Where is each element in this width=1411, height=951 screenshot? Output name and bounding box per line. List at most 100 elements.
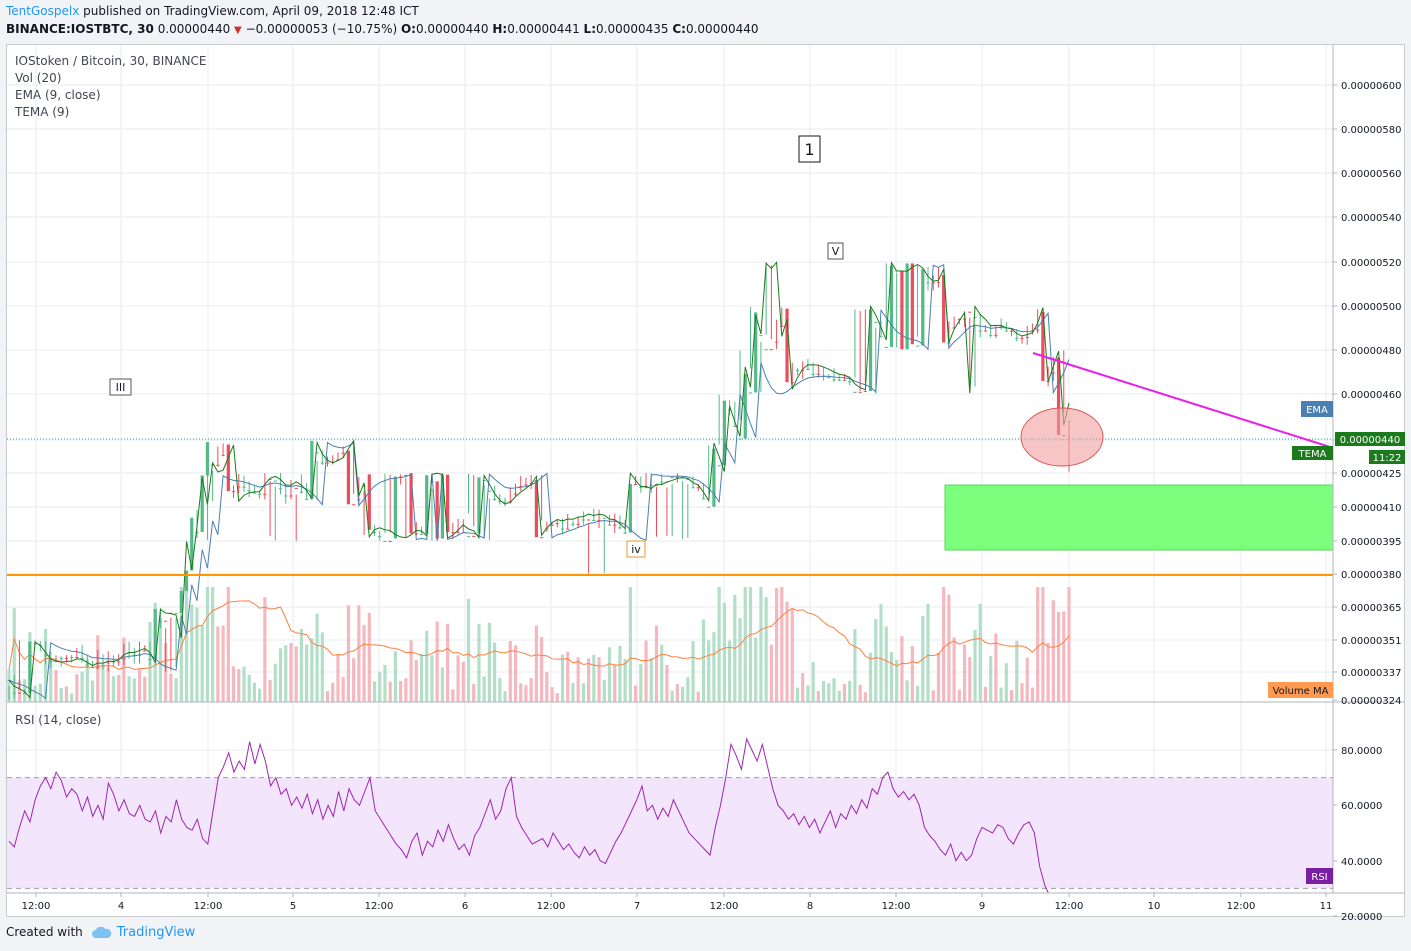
candle-body — [785, 308, 789, 383]
candle-body — [487, 490, 491, 492]
volume-bar — [774, 587, 779, 702]
volume-bar — [790, 609, 794, 702]
volume-bar — [383, 664, 387, 702]
volume-bar — [346, 605, 351, 702]
candle-body — [879, 336, 883, 338]
candle-body — [936, 281, 941, 283]
candle-body — [519, 486, 523, 488]
close-label: C: — [672, 22, 686, 36]
volume-bar — [195, 607, 199, 702]
candle-body — [759, 335, 763, 337]
volume-bar — [404, 678, 408, 702]
candle-body — [978, 330, 982, 332]
candle-body — [43, 655, 48, 657]
y-tick-label: 0.00000480 — [1341, 346, 1401, 357]
volume-bar — [409, 640, 413, 702]
volume-bar — [576, 657, 580, 702]
candle-body — [341, 452, 345, 454]
volume-bar — [983, 686, 988, 702]
candle-body — [273, 480, 277, 482]
volume-bar — [158, 618, 163, 702]
y-tick-label: 0.00000380 — [1341, 570, 1401, 581]
volume-bar — [587, 658, 591, 702]
candle-body — [576, 523, 580, 525]
tradingview-logo[interactable]: TradingView — [116, 925, 196, 940]
candle-body — [837, 379, 841, 381]
candle-body — [451, 532, 455, 534]
volume-bar — [696, 691, 700, 702]
candle-body — [456, 531, 460, 533]
candle-body — [367, 474, 371, 530]
legend-rsi: RSI (14, close) — [15, 713, 101, 727]
candle-body — [712, 448, 716, 507]
candle-body — [461, 525, 465, 527]
volume-bar — [425, 630, 429, 702]
volume-bar — [707, 640, 711, 702]
publish-line: TentGospelx published on TradingView.com… — [6, 4, 419, 18]
volume-bar — [801, 673, 805, 702]
volume-bar — [320, 632, 324, 702]
target-zone — [944, 484, 1334, 551]
candle-body — [80, 658, 84, 660]
candle-body — [853, 391, 857, 393]
candle-body — [315, 452, 319, 454]
volume-bar — [508, 640, 512, 702]
volume-bar — [1020, 683, 1024, 702]
volume-bar — [122, 637, 126, 702]
candle-body — [378, 536, 382, 538]
volume-bar — [806, 685, 810, 702]
candle-body — [425, 475, 429, 534]
candle-body — [889, 265, 894, 347]
y-tick-label: 0.00000351 — [1341, 636, 1401, 647]
volume-bar — [211, 587, 215, 702]
volume-bar — [701, 619, 706, 702]
candle-body — [848, 381, 852, 383]
candle-body — [383, 540, 387, 542]
y-tick-label: 0.00000580 — [1341, 125, 1401, 136]
volume-bar — [1046, 642, 1050, 702]
volume-bar — [435, 621, 439, 702]
volume-bar — [1067, 587, 1071, 702]
created-with: Created with — [6, 925, 83, 939]
volume-bar — [895, 659, 899, 702]
candle-body — [28, 641, 32, 693]
candle-body — [628, 484, 632, 533]
volume-bar — [59, 687, 63, 702]
price-change: −0.00000053 (−10.75%) — [245, 22, 398, 36]
candle-body — [122, 658, 126, 660]
candle-body — [670, 477, 674, 479]
candle-body — [644, 487, 648, 489]
rsi-tick-label: 60.0000 — [1341, 801, 1382, 812]
volume-bar — [618, 645, 622, 702]
volume-bar — [237, 668, 241, 702]
footer: Created with TradingView — [6, 925, 195, 940]
volume-bar — [623, 658, 627, 702]
candle-body — [973, 317, 977, 319]
down-arrow-icon: ▼ — [234, 25, 242, 36]
candle-body — [905, 263, 909, 350]
volume-bar — [1015, 640, 1019, 702]
candle-body — [179, 591, 183, 613]
volume-bar — [581, 683, 585, 702]
candle-body — [190, 517, 194, 571]
volume-ma-badge: Volume MA — [1273, 686, 1329, 697]
candle-body — [774, 341, 779, 343]
candle-body — [994, 334, 998, 336]
volume-bar — [540, 637, 544, 702]
candle-body — [258, 493, 262, 495]
author-link[interactable]: TentGospelx — [6, 4, 80, 18]
candle-body — [268, 479, 272, 481]
volume-bar — [550, 687, 554, 702]
candle-body — [675, 477, 679, 479]
volume-bar — [367, 612, 371, 702]
volume-bar — [748, 587, 753, 702]
candle-body — [106, 662, 110, 664]
volume-bar — [607, 647, 612, 702]
rsi-badge-bg — [1306, 868, 1333, 884]
volume-bar — [717, 587, 721, 702]
legend-vol: Vol (20) — [15, 71, 61, 85]
x-tick-label: 12:00 — [1055, 901, 1084, 912]
volume-bar — [294, 646, 298, 702]
y-tick-label: 0.00000460 — [1341, 390, 1401, 401]
